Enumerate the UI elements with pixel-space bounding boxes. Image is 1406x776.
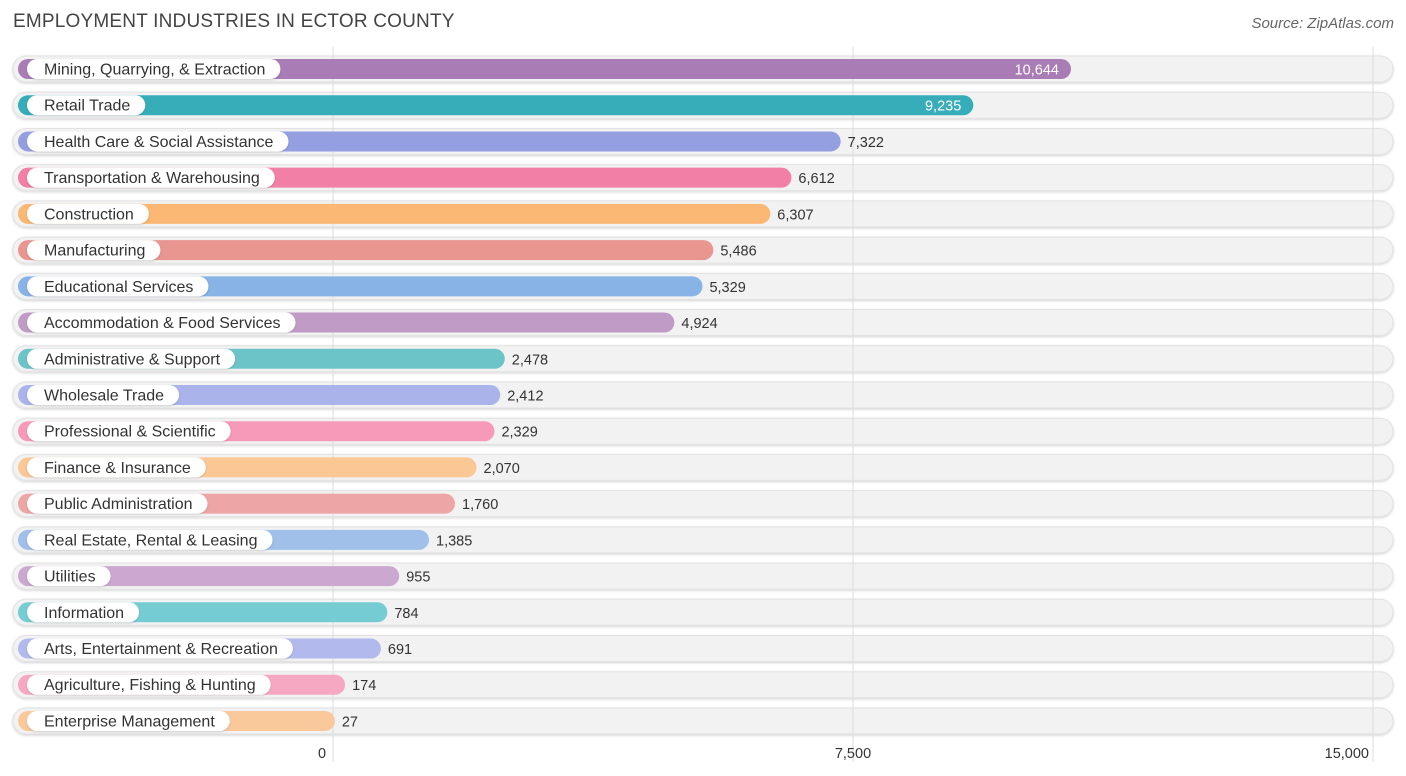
- category-label-pill: [27, 95, 146, 116]
- value-label: 784: [394, 606, 418, 622]
- category-label: Manufacturing: [44, 243, 145, 260]
- category-label: Finance & Insurance: [44, 460, 191, 477]
- bar: [18, 95, 974, 116]
- category-label: Health Care & Social Assistance: [44, 134, 274, 151]
- value-label: 2,412: [507, 388, 543, 404]
- bar: [18, 566, 400, 587]
- category-label-pill: [27, 59, 281, 79]
- value-label: 6,612: [798, 171, 834, 187]
- category-label-pill: [27, 457, 206, 478]
- category-label: Professional & Scientific: [44, 424, 216, 441]
- category-label-pill: [27, 203, 149, 224]
- value-label: 4,924: [681, 316, 717, 332]
- category-label-pill: [27, 276, 209, 297]
- category-label-pill: [27, 167, 275, 188]
- category-label: Transportation & Warehousing: [44, 170, 260, 187]
- category-label-pill: [27, 384, 180, 405]
- value-label: 2,070: [484, 461, 520, 477]
- category-label: Real Estate, Rental & Leasing: [44, 532, 257, 549]
- value-label: 5,486: [720, 244, 756, 260]
- source-credit: Source: ZipAtlas.com: [1251, 15, 1394, 32]
- bar: [18, 59, 1071, 79]
- category-label-pill: [27, 240, 161, 261]
- category-label-pill: [27, 529, 273, 550]
- value-label: 691: [388, 642, 412, 658]
- category-label-pill: [27, 348, 236, 369]
- category-label: Accommodation & Food Services: [44, 315, 281, 332]
- value-label: 5,329: [709, 280, 745, 296]
- category-label: Mining, Quarrying, & Extraction: [44, 62, 265, 79]
- category-label-pill: [27, 493, 208, 514]
- category-label: Retail Trade: [44, 98, 130, 115]
- value-label: 174: [352, 678, 376, 694]
- category-label: Public Administration: [44, 496, 193, 513]
- row-track: [12, 707, 1394, 735]
- value-label: 2,329: [501, 425, 537, 441]
- category-label-pill: [27, 312, 296, 333]
- x-tick-label: 0: [318, 746, 326, 762]
- category-label: Enterprise Management: [44, 713, 215, 730]
- chart-title: EMPLOYMENT INDUSTRIES IN ECTOR COUNTY: [13, 11, 455, 32]
- value-label: 10,644: [1015, 63, 1059, 79]
- x-tick-label: 7,500: [835, 746, 871, 762]
- category-label-pill: [27, 131, 289, 152]
- value-label: 6,307: [777, 207, 813, 223]
- category-label: Utilities: [44, 569, 96, 586]
- value-label: 7,322: [848, 135, 884, 151]
- category-label: Agriculture, Fishing & Hunting: [44, 677, 256, 694]
- category-label: Wholesale Trade: [44, 387, 164, 404]
- category-label-pill: [27, 638, 293, 659]
- row-track: [12, 671, 1394, 699]
- category-label-pill: [27, 421, 231, 442]
- value-label: 27: [342, 714, 358, 730]
- category-label: Construction: [44, 206, 134, 223]
- value-label: 955: [406, 570, 430, 586]
- category-label-pill: [27, 566, 111, 587]
- value-label: 1,385: [436, 533, 472, 549]
- bar: [18, 240, 714, 261]
- category-label-pill: [27, 674, 271, 695]
- value-label: 2,478: [512, 352, 548, 368]
- category-label: Educational Services: [44, 279, 193, 296]
- value-label: 9,235: [925, 99, 961, 115]
- bar: [18, 203, 771, 224]
- value-label: 1,760: [462, 497, 498, 513]
- category-label: Information: [44, 605, 124, 622]
- category-label: Arts, Entertainment & Recreation: [44, 641, 278, 658]
- x-tick-label: 15,000: [1325, 746, 1369, 762]
- category-label: Administrative & Support: [44, 351, 221, 368]
- category-label-pill: [27, 602, 140, 623]
- category-label-pill: [27, 710, 230, 731]
